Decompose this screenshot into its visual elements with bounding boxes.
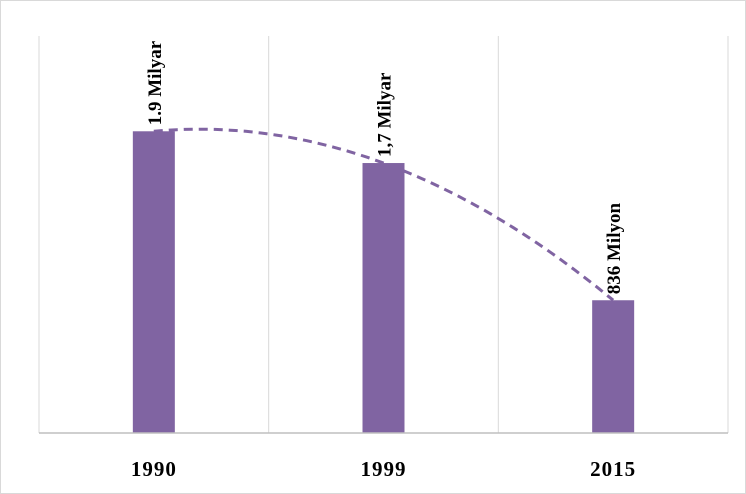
data-label-1990: 1.9 Milyar bbox=[145, 40, 166, 125]
data-labels: 1.9 Milyar 1,7 Milyar 836 Milyon bbox=[145, 40, 625, 294]
trendline bbox=[153, 127, 615, 302]
x-tick-label-1999: 1999 bbox=[361, 457, 407, 481]
x-tick-labels: 1990 1999 2015 bbox=[131, 457, 636, 481]
x-tick-label-1990: 1990 bbox=[131, 457, 177, 481]
bar-1990 bbox=[132, 131, 175, 433]
bar-2015 bbox=[592, 300, 635, 433]
gridlines bbox=[38, 36, 729, 433]
x-tick-label-2015: 2015 bbox=[590, 457, 636, 481]
data-label-2015: 836 Milyon bbox=[604, 203, 625, 295]
data-label-1999: 1,7 Milyar bbox=[375, 72, 396, 157]
bar-1999 bbox=[362, 163, 405, 434]
bars bbox=[132, 131, 635, 434]
